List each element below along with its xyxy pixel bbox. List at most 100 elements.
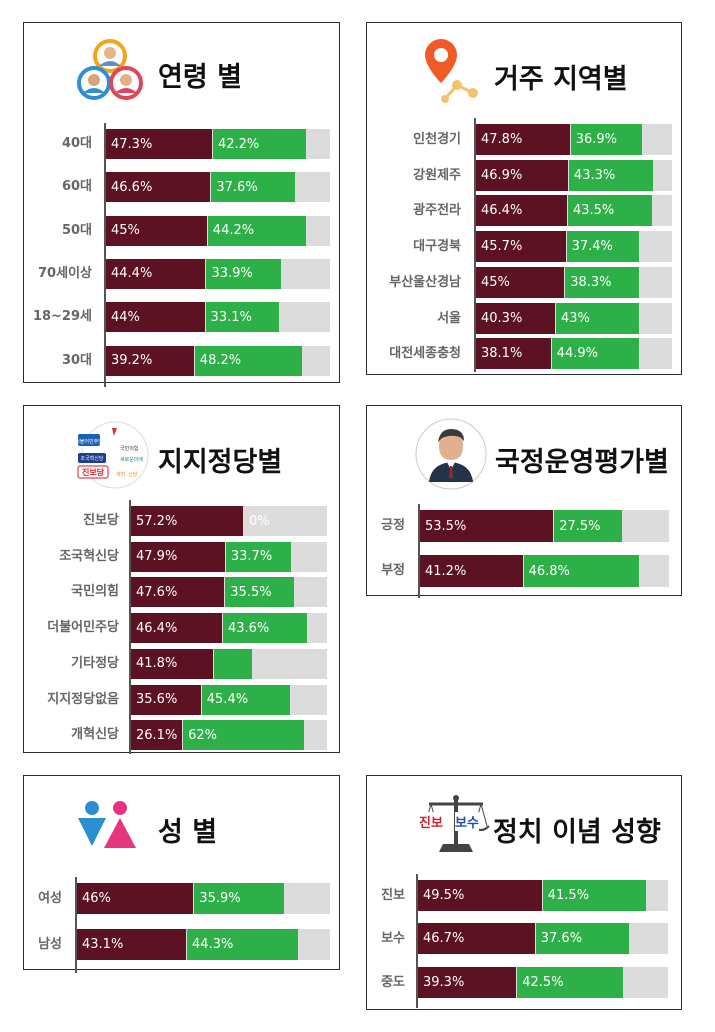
bar-positive: 43.3% bbox=[568, 159, 653, 191]
chart-title: 정치 이념 성향 bbox=[493, 817, 661, 848]
bar-positive: 33.1% bbox=[205, 302, 279, 333]
category-label: 18~29세 bbox=[32, 309, 92, 325]
category-label: 남성 bbox=[38, 937, 62, 952]
scale-icon: 진보 보수 bbox=[419, 792, 493, 856]
category-label: 더불어민주당 bbox=[47, 620, 119, 636]
category-label: 국민의힘 bbox=[71, 584, 119, 600]
svg-text:국민의힘: 국민의힘 bbox=[120, 445, 138, 452]
bar-negative: 57.2% bbox=[131, 506, 244, 536]
y-axis-line bbox=[418, 504, 420, 598]
category-label: 조국혁신당 bbox=[59, 548, 119, 564]
bar-positive: 45.4% bbox=[201, 684, 290, 715]
bar-positive: 35.9% bbox=[194, 883, 285, 914]
bar-positive: 43.6% bbox=[222, 613, 308, 644]
bar-negative: 40.3% bbox=[476, 302, 555, 334]
bar-positive: 48.2% bbox=[194, 345, 302, 376]
bar-negative: 46.6% bbox=[106, 172, 211, 203]
bar-negative: 44.4% bbox=[106, 258, 206, 289]
category-label: 개혁신당 bbox=[71, 727, 119, 743]
category-label: 강원제주 bbox=[413, 167, 461, 183]
bar-positive: 38.3% bbox=[565, 266, 640, 298]
category-label: 60대 bbox=[61, 179, 92, 195]
age-panel: 연령 별 40대 47.3% 42.2% 60대 46.6% 37.6% 50대 45% 44.… bbox=[23, 22, 340, 387]
party-logos-icon: 더불어민주당 국민의힘 조국혁신당 새로운미래 진보당 개혁 신당 bbox=[72, 420, 158, 490]
bar-negative: 44% bbox=[106, 302, 205, 333]
svg-text:조국혁신당: 조국혁신당 bbox=[80, 455, 103, 462]
people-icon bbox=[77, 37, 143, 103]
bar-negative: 45.7% bbox=[476, 231, 566, 263]
bar-positive: 46.8% bbox=[523, 555, 640, 587]
bar-negative: 46.4% bbox=[131, 613, 222, 644]
bar-negative: 47.8% bbox=[476, 124, 570, 155]
bar-positive: 42.2% bbox=[212, 129, 307, 159]
category-label: 70세이상 bbox=[38, 265, 92, 281]
bar-negative: 45% bbox=[476, 266, 565, 298]
bar-negative: 53.5% bbox=[420, 510, 554, 542]
bar-negative: 38.1% bbox=[476, 338, 551, 370]
chart-title: 연령 별 bbox=[158, 62, 242, 93]
chart-title: 성 별 bbox=[158, 817, 218, 848]
bar-positive: 37.4% bbox=[566, 231, 639, 263]
region-panel: 거주 지역별 인천경기 47.8% 36.9% 강원제주 46.9% 43.3% 광주전라 4… bbox=[366, 22, 682, 375]
bar-negative: 43.1% bbox=[77, 929, 187, 960]
category-label: 대구경북 bbox=[413, 239, 461, 255]
bar-negative: 47.9% bbox=[131, 541, 225, 572]
bar-negative: 39.2% bbox=[106, 345, 194, 376]
bar-positive: 42.5% bbox=[517, 966, 623, 998]
gender-icon bbox=[76, 800, 140, 856]
bar-negative: 35.6% bbox=[131, 684, 201, 715]
bar-positive: 44.2% bbox=[207, 215, 306, 246]
bar-positive: 43.5% bbox=[567, 195, 653, 227]
category-label: 여성 bbox=[38, 891, 62, 906]
bar-negative: 39.3% bbox=[418, 966, 517, 998]
category-label: 진보 bbox=[381, 888, 405, 903]
bar-negative: 41.8% bbox=[131, 648, 213, 679]
y-axis-line bbox=[129, 500, 131, 754]
bar-positive: 43% bbox=[555, 302, 640, 334]
category-label: 대전세종충청 bbox=[389, 346, 461, 362]
category-label: 40대 bbox=[61, 136, 92, 151]
y-axis-line bbox=[474, 118, 476, 372]
bar-positive-label: 0% bbox=[249, 513, 270, 529]
bar-positive: 33.7% bbox=[225, 541, 291, 572]
evaluation-panel: 국정운영평가별 긍정 53.5% 27.5% 부정 41.2% 46.8% bbox=[366, 405, 682, 598]
bar-negative: 47.3% bbox=[106, 129, 212, 159]
category-label: 보수 bbox=[381, 931, 405, 947]
bar-positive: 44.3% bbox=[187, 929, 299, 960]
category-label: 긍정 bbox=[381, 518, 405, 533]
bar-negative: 41.2% bbox=[420, 555, 523, 587]
category-label: 진보당 bbox=[83, 513, 119, 528]
svg-text:새로운미래: 새로운미래 bbox=[120, 456, 143, 463]
progressive-label: 진보 bbox=[419, 812, 443, 831]
svg-text:더불어민주당: 더불어민주당 bbox=[75, 438, 103, 445]
bar-negative: 46.7% bbox=[418, 923, 535, 955]
bar-positive: 41.5% bbox=[542, 880, 646, 911]
gender-panel: 성 별 여성 46% 35.9% 남성 43.1% 44.3% bbox=[23, 775, 340, 973]
svg-text:진보당: 진보당 bbox=[82, 467, 105, 477]
bar-negative: 47.6% bbox=[131, 577, 225, 608]
location-pin-icon bbox=[421, 35, 487, 105]
category-label: 부정 bbox=[381, 563, 405, 578]
bar-negative: 49.5% bbox=[418, 880, 542, 911]
bar-positive: 27.5% bbox=[554, 510, 622, 542]
bar-negative: 45% bbox=[106, 215, 207, 246]
chart-title: 지지정당별 bbox=[158, 447, 283, 478]
category-label: 50대 bbox=[61, 222, 92, 238]
president-portrait-icon bbox=[415, 418, 487, 490]
bar-positive bbox=[213, 648, 253, 679]
bar-positive: 62% bbox=[183, 720, 304, 751]
category-label: 30대 bbox=[61, 352, 92, 368]
bar-negative: 46% bbox=[77, 883, 194, 914]
bar-positive: 36.9% bbox=[570, 124, 642, 155]
bar-positive: 33.9% bbox=[206, 258, 282, 289]
bar-negative: 46.4% bbox=[476, 195, 567, 227]
bar-positive: 37.6% bbox=[211, 172, 295, 203]
category-label: 기타정당 bbox=[71, 655, 119, 671]
bar-negative: 46.9% bbox=[476, 159, 568, 191]
chart-title: 국정운영평가별 bbox=[495, 447, 669, 478]
category-label: 중도 bbox=[381, 974, 405, 990]
svg-text:개혁: 개혁 bbox=[116, 471, 125, 478]
category-label: 지지정당없음 bbox=[47, 691, 119, 707]
bar-positive: 44.9% bbox=[551, 338, 639, 370]
bar-positive: 35.5% bbox=[225, 577, 294, 608]
